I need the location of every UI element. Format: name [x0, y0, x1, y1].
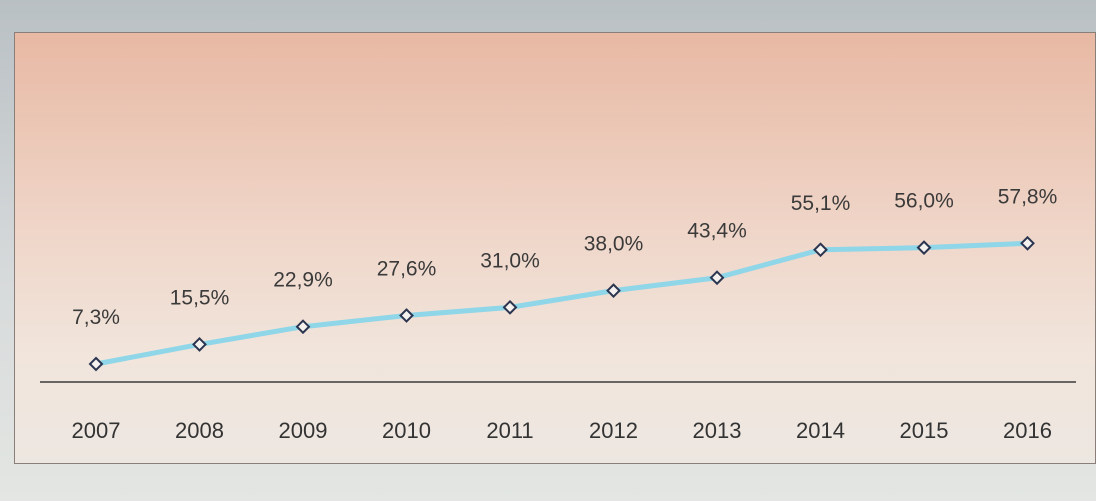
x-tick-label-2012: 2012 [589, 418, 638, 443]
x-tick-label-2009: 2009 [279, 418, 328, 443]
data-label-2011: 31,0% [480, 249, 540, 272]
x-tick-label-2015: 2015 [900, 418, 949, 443]
data-point-2011 [502, 299, 518, 315]
data-label-2012: 38,0% [584, 233, 644, 256]
data-point-2013 [709, 270, 725, 286]
data-point-2012 [606, 283, 621, 299]
data-label-2008: 15,5% [170, 286, 230, 309]
x-tick-label-2014: 2014 [796, 418, 845, 443]
x-tick-label-2013: 2013 [693, 418, 742, 443]
data-point-2014 [813, 242, 828, 258]
x-tick-label-2011: 2011 [486, 418, 533, 443]
data-point-2016 [1020, 235, 1035, 251]
data-point-2010 [399, 308, 414, 323]
data-label-2013: 43,4% [687, 220, 747, 243]
data-label-2016: 57,8% [998, 185, 1058, 208]
data-point-2007 [88, 356, 104, 372]
x-tick-label-2016: 2016 [1003, 418, 1052, 443]
data-label-2007: 7,3% [72, 306, 120, 329]
x-tick-label-2008: 2008 [175, 418, 224, 443]
data-point-2009 [295, 319, 311, 335]
data-point-2015 [916, 240, 932, 256]
x-tick-label-2007: 2007 [72, 418, 121, 443]
x-tick-label-2010: 2010 [382, 418, 431, 443]
data-label-2009: 22,9% [273, 269, 333, 292]
data-label-2015: 56,0% [894, 190, 954, 213]
data-label-2014: 55,1% [791, 192, 851, 215]
data-label-layer: 7,3% 15,5% 22,9% 27,6% 31,0% 38,0% 43,4% 55,1% 5… [72, 185, 1057, 329]
data-point-2008 [192, 336, 207, 352]
series-line [95, 240, 1028, 367]
x-tick-layer: 2007 2008 2009 2010 2011 2012 2013 2014 2015 2016 [72, 418, 1052, 443]
data-label-2010: 27,6% [377, 257, 437, 280]
series-layer [88, 235, 1035, 372]
